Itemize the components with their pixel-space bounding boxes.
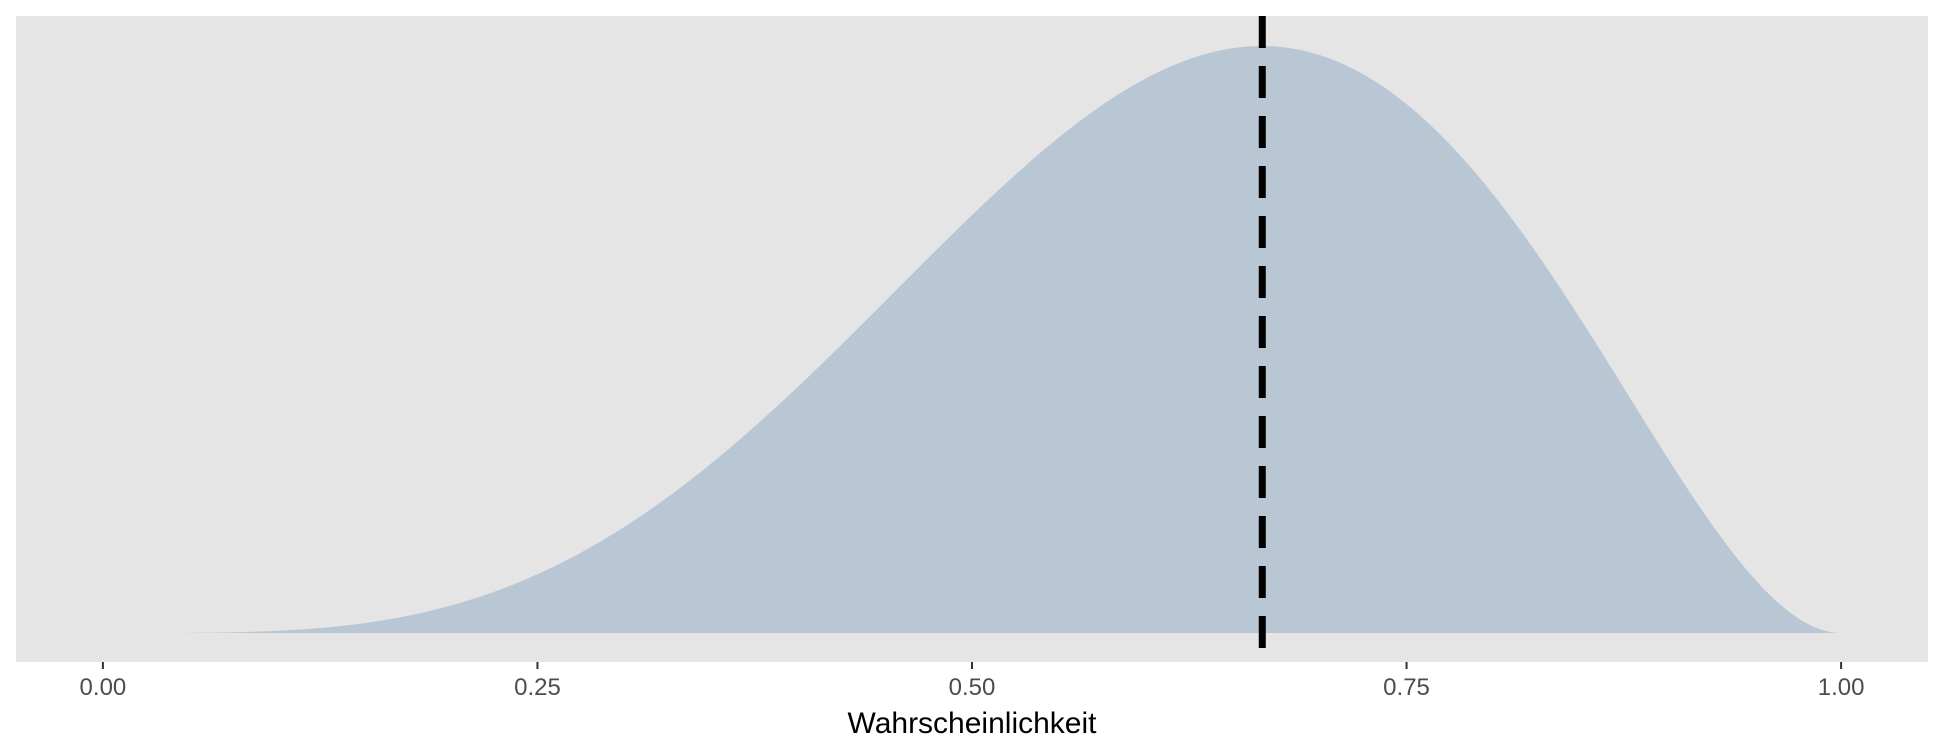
x-axis: 0.00 0.25 0.50 0.75 1.00: [80, 662, 1865, 701]
x-tick-label: 0.25: [514, 674, 561, 701]
x-tick-label: 0.75: [1383, 674, 1430, 701]
x-tick-label: 0.00: [80, 674, 127, 701]
x-axis-title: Wahrscheinlichkeit: [848, 707, 1098, 740]
density-area: [102, 46, 1842, 633]
x-tick-label: 1.00: [1818, 674, 1865, 701]
x-tick-label: 0.50: [949, 674, 996, 701]
